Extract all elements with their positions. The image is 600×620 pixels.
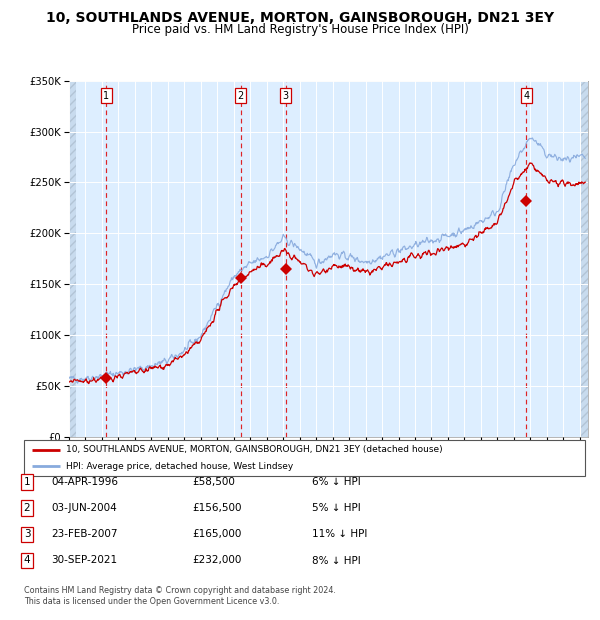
Text: 1: 1: [23, 477, 31, 487]
Text: 04-APR-1996: 04-APR-1996: [51, 477, 118, 487]
Text: £165,000: £165,000: [192, 529, 241, 539]
Text: 3: 3: [23, 529, 31, 539]
Text: £156,500: £156,500: [192, 503, 241, 513]
Bar: [581, 81, 590, 437]
Text: 10, SOUTHLANDS AVENUE, MORTON, GAINSBOROUGH, DN21 3EY (detached house): 10, SOUTHLANDS AVENUE, MORTON, GAINSBORO…: [66, 445, 443, 454]
Text: 1: 1: [103, 91, 109, 101]
Text: 30-SEP-2021: 30-SEP-2021: [51, 556, 117, 565]
Text: 5% ↓ HPI: 5% ↓ HPI: [312, 503, 361, 513]
Text: This data is licensed under the Open Government Licence v3.0.: This data is licensed under the Open Gov…: [24, 597, 280, 606]
Text: 3: 3: [283, 91, 289, 101]
Text: 2: 2: [23, 503, 31, 513]
Text: 10, SOUTHLANDS AVENUE, MORTON, GAINSBOROUGH, DN21 3EY: 10, SOUTHLANDS AVENUE, MORTON, GAINSBORO…: [46, 11, 554, 25]
Text: £58,500: £58,500: [192, 477, 235, 487]
Text: Price paid vs. HM Land Registry's House Price Index (HPI): Price paid vs. HM Land Registry's House …: [131, 23, 469, 36]
Text: 23-FEB-2007: 23-FEB-2007: [51, 529, 118, 539]
Text: Contains HM Land Registry data © Crown copyright and database right 2024.: Contains HM Land Registry data © Crown c…: [24, 586, 336, 595]
Text: 8% ↓ HPI: 8% ↓ HPI: [312, 556, 361, 565]
FancyBboxPatch shape: [24, 440, 585, 476]
Text: 6% ↓ HPI: 6% ↓ HPI: [312, 477, 361, 487]
Text: 2: 2: [238, 91, 244, 101]
Text: HPI: Average price, detached house, West Lindsey: HPI: Average price, detached house, West…: [66, 462, 293, 471]
Text: 03-JUN-2004: 03-JUN-2004: [51, 503, 117, 513]
Bar: [69, 81, 76, 437]
Text: 4: 4: [23, 556, 31, 565]
Text: 4: 4: [523, 91, 529, 101]
Text: £232,000: £232,000: [192, 556, 241, 565]
Text: 11% ↓ HPI: 11% ↓ HPI: [312, 529, 367, 539]
